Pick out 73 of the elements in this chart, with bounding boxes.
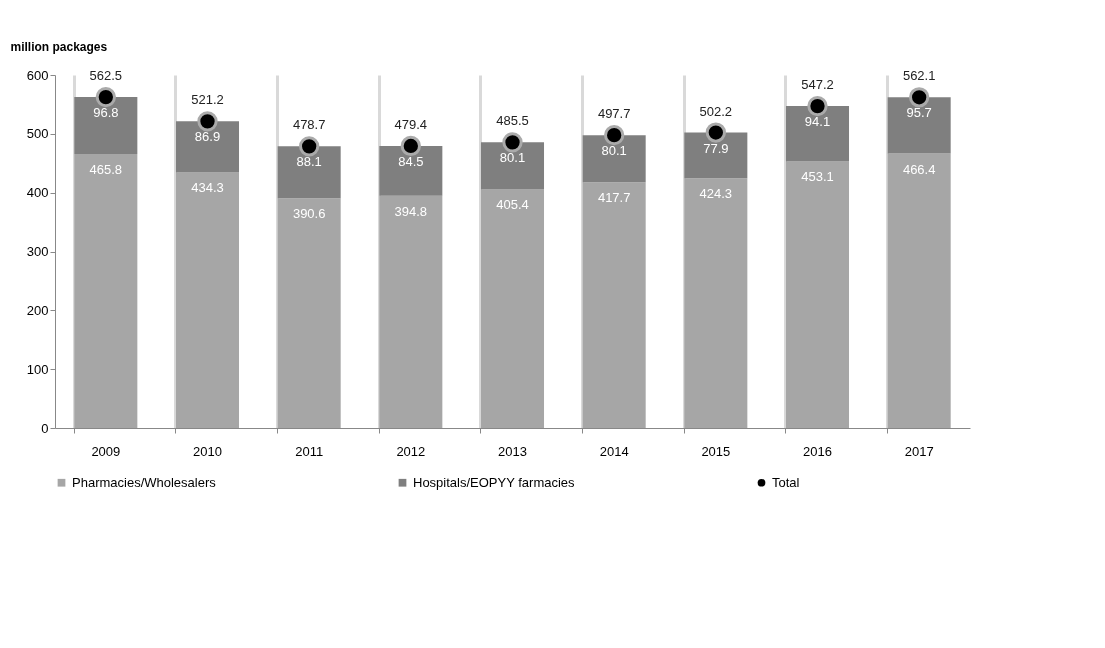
- bar: [480, 189, 545, 428]
- point: [807, 95, 828, 117]
- data-label: 424.3: [699, 186, 733, 202]
- data-label: 465.8: [89, 161, 123, 177]
- y-tick-label: 0: [41, 420, 49, 436]
- x-tick-label: 2012: [396, 443, 426, 459]
- data-label: 394.8: [394, 203, 428, 219]
- x-tick-label: 2009: [91, 443, 121, 459]
- bar: [74, 153, 138, 428]
- data-label: 562.5: [89, 68, 123, 84]
- data-label: 521.2: [191, 92, 224, 108]
- data-label: 453.1: [801, 169, 834, 185]
- x-tick-label: 2011: [295, 443, 324, 459]
- bar: [887, 97, 951, 154]
- x-tick-label: 2016: [803, 443, 832, 459]
- data-label: 417.7: [597, 190, 631, 206]
- bar: [887, 153, 951, 428]
- bar: [379, 146, 443, 196]
- point: [604, 125, 625, 146]
- data-label: 502.2: [699, 103, 733, 119]
- y-tick-label: 400: [26, 185, 49, 201]
- data-label: 84.5: [398, 154, 424, 170]
- y-tick-label: 100: [26, 361, 49, 377]
- bar: [480, 142, 545, 190]
- bar: [785, 106, 850, 162]
- legend-label: Pharmacies/Wholesalers: [72, 474, 217, 490]
- data-label: 547.2: [801, 77, 834, 93]
- y-tick-label: 200: [26, 302, 49, 318]
- bar: [785, 161, 850, 428]
- data-label: 80.1: [601, 143, 627, 159]
- x-tick-label: 2014: [599, 443, 629, 459]
- data-label: 497.7: [597, 106, 631, 122]
- y-tick-label: 300: [26, 244, 49, 259]
- data-label: 485.5: [496, 113, 529, 129]
- bar: [379, 195, 443, 428]
- bar: [684, 178, 748, 428]
- y-tick-label: 500: [26, 126, 49, 142]
- x-tick-label: 2010: [193, 443, 222, 459]
- bar: [582, 182, 646, 428]
- bar: [582, 135, 646, 183]
- data-label: 478.7: [292, 117, 326, 133]
- bar: [74, 97, 138, 154]
- y-axis-title: million packages: [10, 39, 108, 54]
- data-label: 562.1: [902, 68, 936, 84]
- data-label: 95.7: [906, 105, 932, 121]
- point: [705, 122, 726, 143]
- legend-label: Total: [772, 474, 800, 490]
- bar: [277, 146, 341, 199]
- data-label: 77.9: [703, 140, 729, 156]
- point: [95, 86, 116, 108]
- x-tick-label: 2015: [701, 443, 731, 459]
- bar: [175, 121, 240, 173]
- data-label: 390.6: [292, 206, 326, 222]
- data-label: 434.3: [191, 180, 224, 196]
- data-label: 479.4: [394, 116, 428, 132]
- bar: [277, 198, 341, 428]
- x-tick-label: 2017: [904, 443, 934, 459]
- point: [502, 132, 523, 153]
- point: [400, 135, 421, 157]
- data-label: 405.4: [496, 197, 529, 213]
- point: [299, 136, 320, 157]
- point: [909, 87, 930, 108]
- data-label: 94.1: [804, 114, 831, 130]
- data-label: 86.9: [194, 129, 221, 145]
- legend-label: Hospitals/EOPYY farmacies: [413, 474, 576, 490]
- bar: [175, 172, 240, 428]
- data-label: 88.1: [296, 154, 322, 170]
- data-label: 96.8: [93, 105, 119, 120]
- data-label: 80.1: [499, 150, 526, 166]
- data-label: 466.4: [902, 161, 936, 177]
- point: [197, 111, 218, 132]
- x-tick-label: 2013: [498, 443, 527, 459]
- y-tick-label: 600: [26, 67, 49, 83]
